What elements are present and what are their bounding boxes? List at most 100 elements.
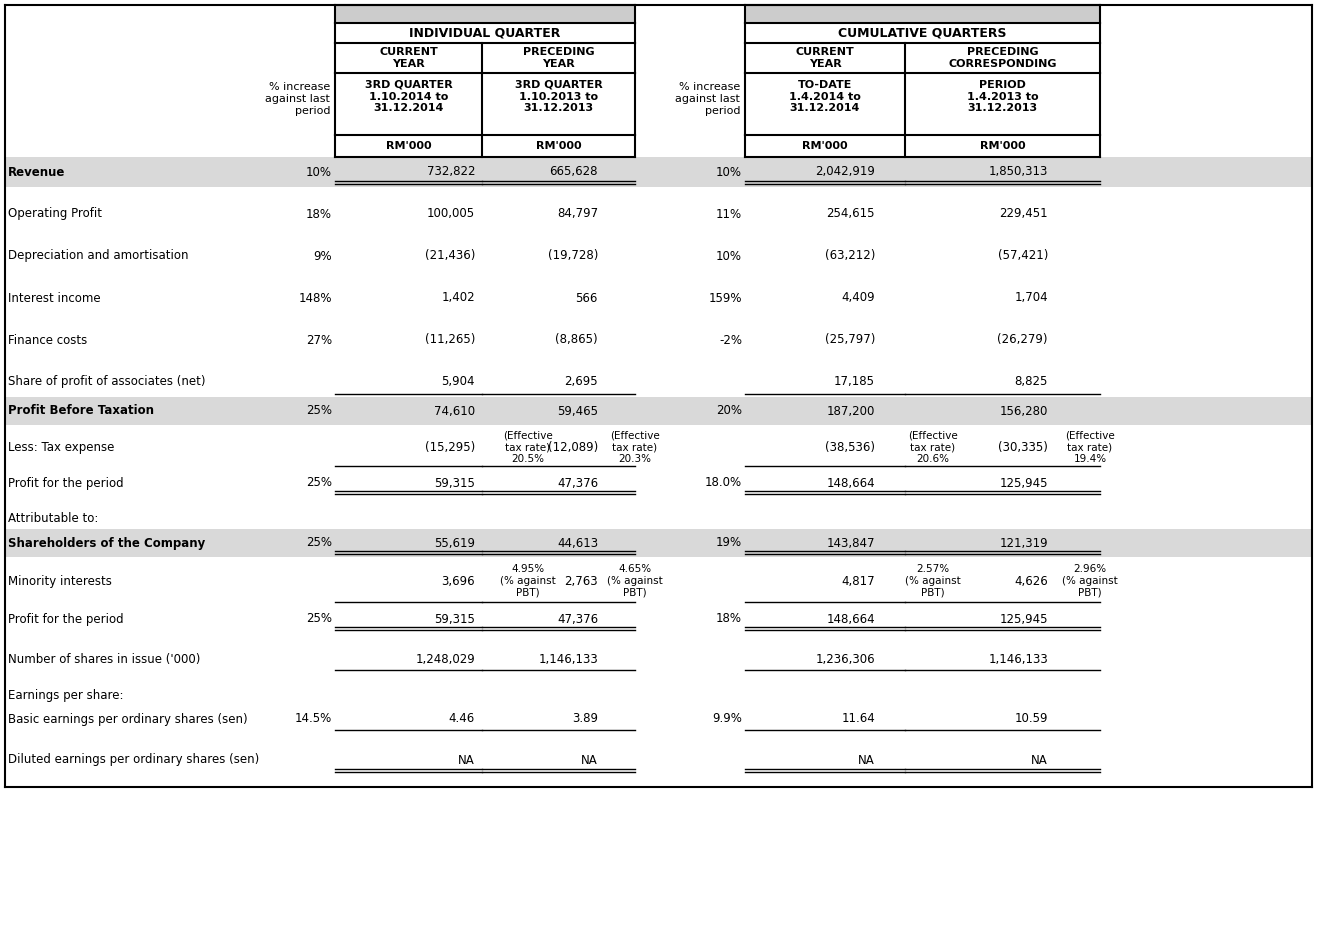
Bar <box>5 469 1312 497</box>
Text: 159%: 159% <box>709 292 741 304</box>
Text: 1,146,133: 1,146,133 <box>539 652 598 666</box>
Text: (Effective
tax rate)
19.4%: (Effective tax rate) 19.4% <box>1065 431 1115 463</box>
Text: Less: Tax expense: Less: Tax expense <box>8 440 115 454</box>
Bar <box>5 673 1312 685</box>
Text: Finance costs: Finance costs <box>8 334 87 346</box>
Text: 20%: 20% <box>716 404 741 417</box>
Text: 125,945: 125,945 <box>1000 612 1048 626</box>
Text: 27%: 27% <box>306 334 332 346</box>
Text: 121,319: 121,319 <box>1000 536 1048 550</box>
Text: 2,763: 2,763 <box>565 574 598 588</box>
Text: 2,042,919: 2,042,919 <box>815 165 874 179</box>
Bar <box>5 557 1312 605</box>
Text: 84,797: 84,797 <box>557 207 598 221</box>
Text: 10%: 10% <box>306 165 332 179</box>
Text: 4.46: 4.46 <box>449 712 475 726</box>
Text: 2.57%
(% against
PBT): 2.57% (% against PBT) <box>905 564 961 597</box>
Bar <box>5 605 1312 633</box>
Text: 47,376: 47,376 <box>557 476 598 490</box>
Text: 18%: 18% <box>716 612 741 626</box>
Bar <box>5 157 1312 187</box>
Text: 148,664: 148,664 <box>826 476 874 490</box>
Text: 5,904: 5,904 <box>441 376 475 389</box>
Text: 1,236,306: 1,236,306 <box>815 652 874 666</box>
Text: 125,945: 125,945 <box>1000 476 1048 490</box>
Text: 1,402: 1,402 <box>441 292 475 304</box>
Text: 8,825: 8,825 <box>1014 376 1048 389</box>
Text: CUMULATIVE QUARTERS: CUMULATIVE QUARTERS <box>838 27 1006 40</box>
Text: 3,696: 3,696 <box>441 574 475 588</box>
Text: RM'000: RM'000 <box>386 141 431 151</box>
Bar <box>745 135 905 157</box>
Text: 1,850,313: 1,850,313 <box>989 165 1048 179</box>
Bar <box>5 283 1312 313</box>
Text: 732,822: 732,822 <box>427 165 475 179</box>
Bar <box>5 229 1312 241</box>
Text: 100,005: 100,005 <box>427 207 475 221</box>
Text: 3.89: 3.89 <box>572 712 598 726</box>
Text: 25%: 25% <box>306 404 332 417</box>
Text: (63,212): (63,212) <box>824 249 874 262</box>
Text: Revenue: Revenue <box>8 165 66 179</box>
Text: 1,146,133: 1,146,133 <box>988 652 1048 666</box>
Text: (8,865): (8,865) <box>556 334 598 346</box>
Text: Depreciation and amortisation: Depreciation and amortisation <box>8 249 188 262</box>
Text: 19%: 19% <box>716 536 741 550</box>
Bar <box>5 199 1312 229</box>
Text: NA: NA <box>859 753 874 767</box>
Text: 2.96%
(% against
PBT): 2.96% (% against PBT) <box>1062 564 1118 597</box>
Text: Interest income: Interest income <box>8 292 100 304</box>
Text: (Effective
tax rate)
20.6%: (Effective tax rate) 20.6% <box>909 431 957 463</box>
Text: (15,295): (15,295) <box>425 440 475 454</box>
Bar <box>5 397 1312 425</box>
Text: 143,847: 143,847 <box>827 536 874 550</box>
Bar <box>5 745 1312 775</box>
Bar <box>5 775 1312 787</box>
Text: 1,248,029: 1,248,029 <box>415 652 475 666</box>
Bar <box>5 355 1312 367</box>
Text: (26,279): (26,279) <box>997 334 1048 346</box>
Bar <box>5 497 1312 509</box>
Bar <box>5 313 1312 325</box>
Bar <box>5 685 1312 705</box>
Text: (21,436): (21,436) <box>424 249 475 262</box>
Text: 4,817: 4,817 <box>842 574 874 588</box>
Text: Profit for the period: Profit for the period <box>8 612 124 626</box>
Text: 3RD QUARTER
1.10.2013 to
31.12.2013: 3RD QUARTER 1.10.2013 to 31.12.2013 <box>515 80 602 113</box>
Text: INDIVIDUAL QUARTER: INDIVIDUAL QUARTER <box>410 27 561 40</box>
Text: RM'000: RM'000 <box>980 141 1026 151</box>
Text: NA: NA <box>1031 753 1048 767</box>
Bar <box>482 135 635 157</box>
Text: (Effective
tax rate)
20.3%: (Effective tax rate) 20.3% <box>610 431 660 463</box>
Text: PRECEDING
CORRESPONDING: PRECEDING CORRESPONDING <box>948 48 1056 68</box>
Bar <box>5 241 1312 271</box>
Text: Profit for the period: Profit for the period <box>8 476 124 490</box>
Bar <box>745 5 1100 23</box>
Text: 59,315: 59,315 <box>435 612 475 626</box>
Text: 9.9%: 9.9% <box>712 712 741 726</box>
Text: PRECEDING
YEAR: PRECEDING YEAR <box>523 48 594 68</box>
Bar <box>905 135 1100 157</box>
Text: 4,409: 4,409 <box>842 292 874 304</box>
Text: (38,536): (38,536) <box>824 440 874 454</box>
Text: 47,376: 47,376 <box>557 612 598 626</box>
Bar <box>482 73 635 135</box>
Text: 25%: 25% <box>306 536 332 550</box>
Text: % increase
against last
period: % increase against last period <box>676 83 740 116</box>
Text: NA: NA <box>581 753 598 767</box>
Text: 18%: 18% <box>306 207 332 221</box>
Text: (19,728): (19,728) <box>548 249 598 262</box>
Text: 10%: 10% <box>716 165 741 179</box>
Text: 254,615: 254,615 <box>827 207 874 221</box>
Text: 44,613: 44,613 <box>557 536 598 550</box>
Text: 74,610: 74,610 <box>433 404 475 417</box>
Bar <box>335 73 482 135</box>
Text: (12,089): (12,089) <box>548 440 598 454</box>
Text: 10%: 10% <box>716 249 741 262</box>
Text: 59,315: 59,315 <box>435 476 475 490</box>
Text: (25,797): (25,797) <box>824 334 874 346</box>
Text: 9%: 9% <box>313 249 332 262</box>
Bar <box>745 73 905 135</box>
Text: CURRENT
YEAR: CURRENT YEAR <box>795 48 855 68</box>
Bar <box>5 529 1312 557</box>
